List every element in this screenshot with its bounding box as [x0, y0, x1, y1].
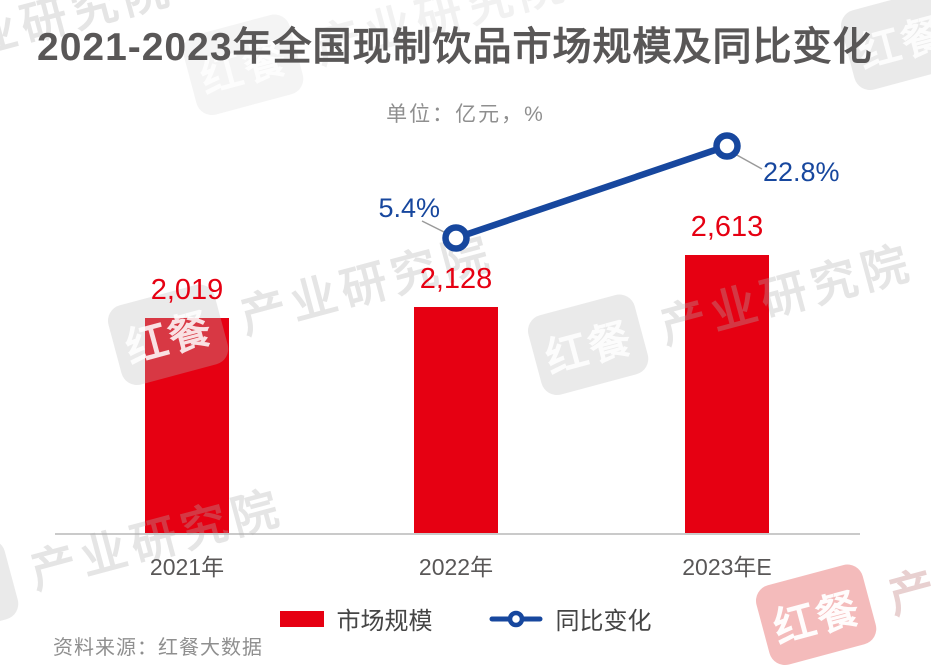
unit-note: 单位：亿元，%	[386, 103, 545, 126]
bar	[685, 255, 769, 533]
line-value-label: 5.4%	[378, 193, 440, 223]
bar-value-label: 2,019	[150, 274, 224, 306]
bar-value-label: 2,613	[690, 211, 764, 243]
legend-item-yoy-change: 同比变化	[489, 601, 652, 636]
bar	[414, 307, 498, 533]
x-axis-label: 2021年	[149, 554, 225, 580]
legend-item-market-size: 市场规模	[279, 601, 433, 636]
hongcan-logo-icon: 红餐	[524, 290, 652, 399]
legend: 市场规模 同比变化	[0, 601, 931, 636]
line-swatch-icon	[489, 610, 542, 627]
bar	[145, 318, 229, 533]
x-axis-line	[55, 533, 860, 535]
label-leader-line	[734, 153, 763, 170]
x-axis-label: 2023年E	[682, 554, 772, 580]
line-value-label: 22.8%	[763, 157, 840, 187]
x-axis-label: 2022年	[418, 554, 494, 580]
chart-title: 2021-2023年全国现制饮品市场规模及同比变化	[37, 26, 873, 69]
line-marker	[713, 132, 741, 160]
bar-swatch-icon	[279, 610, 324, 627]
legend-label-yoy-change: 同比变化	[555, 608, 652, 635]
legend-label-market-size: 市场规模	[336, 608, 433, 635]
bar-value-label: 2,128	[419, 263, 493, 295]
source-note: 资料来源：红餐大数据	[53, 637, 263, 659]
line-marker	[442, 224, 470, 252]
